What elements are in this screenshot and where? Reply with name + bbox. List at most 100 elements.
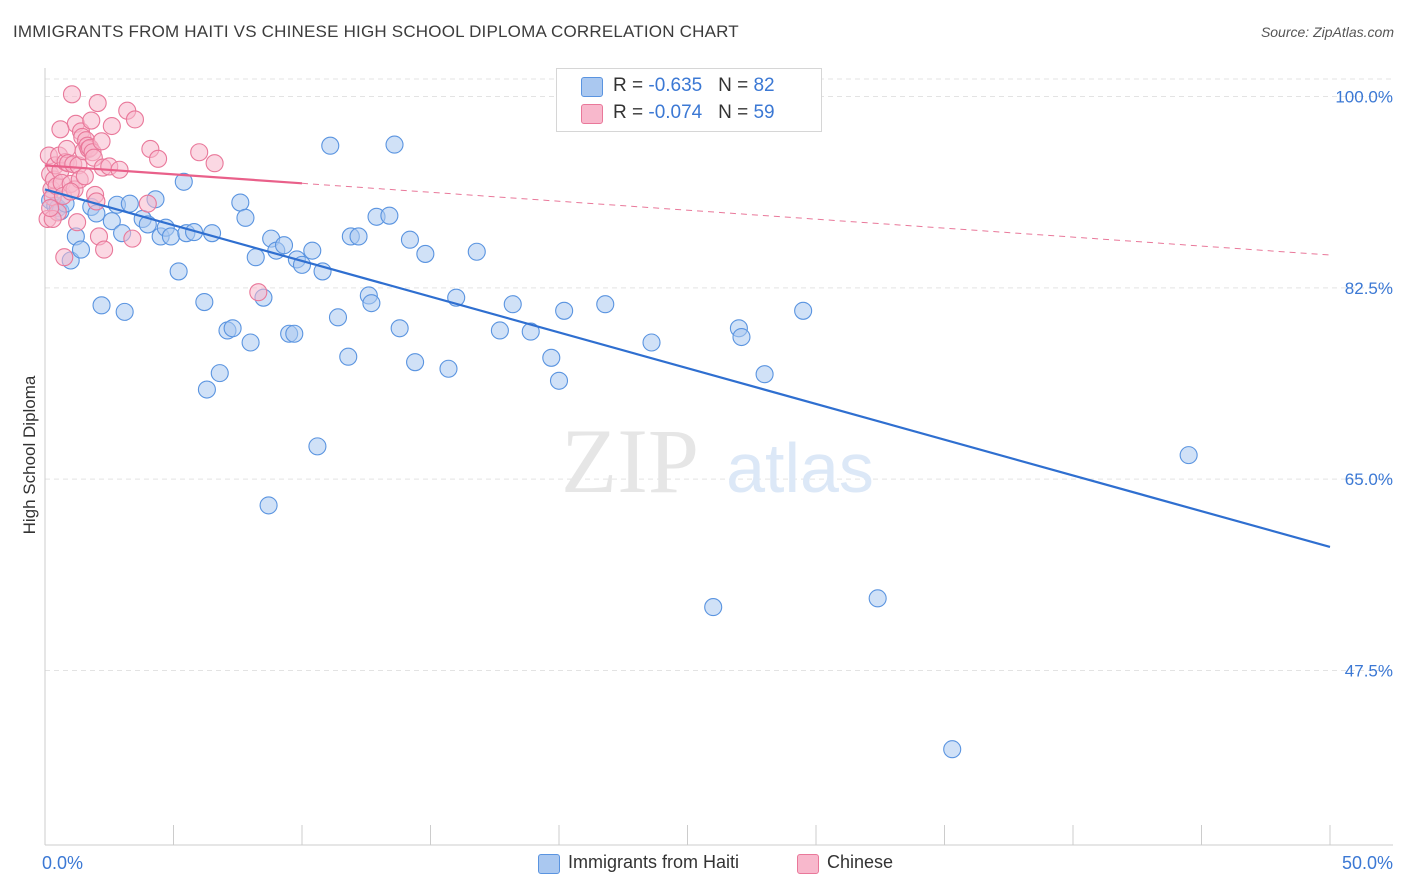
chinese-point [68,213,87,232]
haiti-point [321,136,340,155]
y-axis-title: High School Diploma [20,375,39,534]
r-label: R = [613,102,649,123]
chinese-point [55,248,74,267]
chinese-point [102,116,121,136]
haiti-point [349,227,368,246]
haiti-swatch [581,77,603,97]
chinese-point [205,154,224,173]
haiti-point [185,223,204,242]
chinese-swatch [581,104,603,124]
haiti-point [274,236,294,255]
y-tick-label: 100.0% [1335,88,1393,107]
haiti-point [521,322,540,341]
chinese-point [138,194,157,213]
chinese-point [123,229,142,248]
y-tick-label: 82.5% [1345,279,1393,298]
haiti-point [362,294,381,313]
gridlines [45,78,1393,671]
chinese-trend-extension [301,182,1331,256]
haiti-point [732,327,751,347]
chinese-swatch [797,854,819,874]
haiti-point [467,242,486,261]
haiti-point [161,227,180,246]
y-tick-labels: 47.5% 65.0% 82.5% 100.0% [1335,88,1393,681]
r-label: R = [613,75,649,96]
chinese-point [125,110,144,129]
stats-legend: R = -0.635 N = 82 R = -0.074 N = 59 [556,68,822,132]
haiti-point [92,296,111,315]
haiti-point [169,262,188,281]
haiti-point [755,365,774,384]
legend-label-chinese: Chinese [827,852,894,872]
haiti-point [794,301,813,320]
chart-title: IMMIGRANTS FROM HAITI VS CHINESE HIGH SC… [13,22,739,41]
haiti-point [868,589,887,608]
haiti-point [490,321,509,340]
haiti-point [385,135,404,154]
haiti-point [308,437,327,456]
n-value: 82 [753,75,775,96]
haiti-point [943,740,962,759]
chinese-point [41,198,60,218]
chinese-point [149,149,168,168]
scatter-points [38,85,1198,759]
chinese-point [249,283,268,302]
trend-lines [44,164,1331,549]
haiti-point [416,244,435,263]
chinese-point [51,120,70,139]
haiti-point [406,353,425,372]
chinese-trend-line [44,164,303,185]
haiti-point [439,359,458,378]
haiti-swatch [538,854,560,874]
watermark-zip: ZIP [561,410,699,512]
source-label: Source: ZipAtlas.com [1260,24,1394,40]
haiti-point [390,319,409,338]
haiti-point [197,380,216,399]
haiti-point [195,292,214,312]
chinese-point [92,132,111,151]
haiti-point [115,302,134,321]
chinese-point [95,240,114,259]
haiti-point [71,240,91,259]
chinese-point [75,167,94,186]
n-value: 59 [753,102,775,123]
haiti-point [241,333,260,352]
haiti-point [246,248,265,267]
r-value: -0.074 [648,102,703,123]
haiti-point [549,371,569,390]
haiti-point [542,348,561,367]
haiti-point [174,172,193,191]
haiti-point [120,194,139,213]
haiti-point [231,193,250,212]
n-label: N = [718,75,754,96]
x-tick-label: 0.0% [42,853,83,873]
haiti-point [102,212,121,231]
y-tick-label: 47.5% [1345,662,1393,681]
haiti-point [285,324,304,343]
haiti-point [642,333,661,352]
haiti-point [303,241,322,260]
haiti-point [210,364,229,383]
haiti-point [223,319,242,338]
haiti-point [400,230,419,249]
watermark-atlas: atlas [726,429,874,507]
haiti-point [328,308,348,327]
x-tick-label: 50.0% [1342,853,1393,873]
haiti-point [259,496,278,515]
haiti-point [1179,446,1198,465]
haiti-point [704,598,723,617]
haiti-point [503,295,522,314]
haiti-point [339,347,358,366]
haiti-point [596,295,615,314]
haiti-trend-line [44,188,1331,549]
haiti-point [236,208,255,227]
chinese-point [190,143,209,162]
legend-label-haiti: Immigrants from Haiti [568,852,740,872]
chinese-point [88,94,107,113]
r-value: -0.635 [648,75,703,96]
chinese-point [82,111,101,130]
y-tick-label: 65.0% [1345,470,1393,489]
x-tick-labels: 0.0% 50.0% [42,853,1393,873]
haiti-point [380,206,399,225]
